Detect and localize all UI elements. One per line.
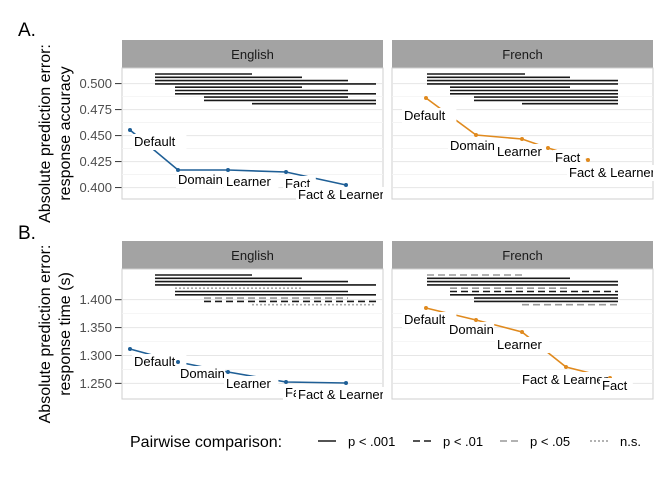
y-tick-label: 0.425 — [79, 154, 112, 169]
point-label-bg — [296, 187, 401, 203]
facet-strip — [392, 40, 653, 68]
y-tick-label: 0.400 — [79, 180, 112, 195]
y-axis-label-line: Absolute prediction error: — [37, 44, 54, 223]
facet-strip — [122, 241, 383, 269]
point-label-bg — [495, 144, 550, 160]
point-label-bg — [402, 108, 457, 124]
y-axis-label: Absolute prediction error: response accur… — [37, 44, 74, 223]
facet-strip-label: French — [502, 248, 542, 263]
point-label: Fact & Learner — [298, 187, 385, 202]
y-axis-label: Absolute prediction error: response time … — [37, 245, 74, 424]
data-point — [520, 137, 524, 141]
facet-strip — [122, 40, 383, 68]
point-label: Learner — [497, 144, 542, 159]
point-label-bg — [224, 174, 279, 190]
point-label-bg — [448, 138, 496, 154]
data-point — [546, 146, 550, 150]
y-tick-label: 1.400 — [79, 292, 112, 307]
facet-strip-label: English — [231, 47, 274, 62]
y-tick-label: 0.475 — [79, 102, 112, 117]
data-point — [586, 158, 590, 162]
data-point — [474, 133, 478, 137]
legend-title: Pairwise comparison: — [130, 434, 282, 451]
point-label: Domain — [450, 138, 495, 153]
point-label-bg — [178, 366, 226, 382]
point-label-bg — [132, 134, 187, 150]
legend-item-label: p < .001 — [348, 434, 395, 449]
panel-letter: B. — [18, 223, 36, 244]
data-point — [520, 330, 524, 334]
point-label-bg — [553, 150, 586, 166]
data-point — [474, 318, 478, 322]
data-point — [176, 360, 180, 364]
y-axis-label-line: response time (s) — [57, 272, 74, 396]
point-label-bg — [447, 322, 495, 338]
point-label: Learner — [497, 337, 542, 352]
point-label-bg — [402, 312, 457, 328]
point-label: Fact & Learner — [569, 165, 656, 180]
point-label: Fact & Learner — [522, 372, 609, 387]
point-label-bg — [495, 337, 550, 353]
point-label: Default — [134, 354, 176, 369]
point-label-bg — [296, 387, 401, 403]
data-point — [284, 170, 288, 174]
data-point — [424, 96, 428, 100]
data-point — [128, 128, 132, 132]
point-label-bg — [224, 376, 279, 392]
legend-item-label: n.s. — [620, 434, 641, 449]
data-point — [564, 365, 568, 369]
point-label-bg — [600, 378, 633, 394]
data-point — [226, 168, 230, 172]
point-label: Domain — [180, 366, 225, 381]
data-point — [284, 380, 288, 384]
data-point — [128, 347, 132, 351]
point-label-bg — [567, 165, 672, 181]
facet-strip — [392, 241, 653, 269]
point-label: Domain — [178, 172, 223, 187]
point-label: Default — [134, 134, 176, 149]
data-point — [344, 183, 348, 187]
point-label: Fact — [555, 150, 581, 165]
facet-strip-label: French — [502, 47, 542, 62]
y-tick-label: 1.300 — [79, 348, 112, 363]
panel-letter: A. — [18, 20, 36, 41]
point-label-bg — [520, 372, 625, 388]
legend-item-label: p < .05 — [530, 434, 570, 449]
point-label: Domain — [449, 322, 494, 337]
data-point — [176, 168, 180, 172]
point-label: Fact & Learner — [298, 387, 385, 402]
point-label-bg — [176, 172, 224, 188]
y-tick-label: 1.350 — [79, 320, 112, 335]
y-axis-label-line: response accuracy — [57, 66, 74, 200]
y-tick-label: 1.250 — [79, 376, 112, 391]
data-point — [424, 306, 428, 310]
point-label: Default — [404, 312, 446, 327]
data-point — [344, 381, 348, 385]
point-label: Fact — [602, 378, 628, 393]
point-label: Learner — [226, 174, 271, 189]
legend-item-label: p < .01 — [443, 434, 483, 449]
facet-strip-label: English — [231, 248, 274, 263]
y-tick-label: 0.500 — [79, 76, 112, 91]
y-tick-label: 0.450 — [79, 128, 112, 143]
data-point — [226, 370, 230, 374]
y-axis-label-line: Absolute prediction error: — [37, 245, 54, 424]
point-label: Learner — [226, 376, 271, 391]
point-label: Default — [404, 108, 446, 123]
point-label-bg — [132, 354, 187, 370]
